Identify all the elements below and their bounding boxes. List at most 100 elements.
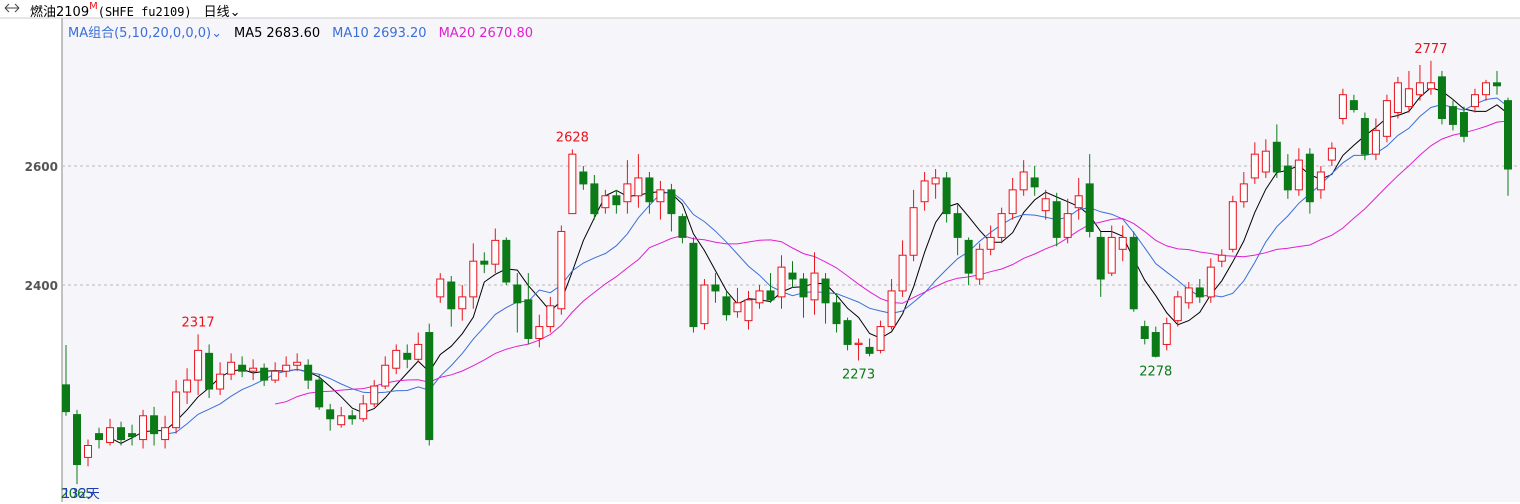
candle-body xyxy=(348,415,357,420)
candle-body xyxy=(1294,159,1303,191)
candle-body xyxy=(260,367,269,381)
candle-body xyxy=(1096,236,1105,280)
candle-body xyxy=(1019,171,1028,191)
candle-body xyxy=(95,433,104,441)
candle-body xyxy=(964,239,973,274)
candle-body xyxy=(788,272,797,280)
candle-body xyxy=(1492,82,1501,87)
candle-body xyxy=(458,296,467,310)
candle-body xyxy=(865,346,874,354)
candle-body xyxy=(73,414,82,466)
candle-body xyxy=(634,177,643,197)
candle-body xyxy=(920,180,929,203)
candle-body xyxy=(370,385,379,405)
candle-body xyxy=(1360,117,1369,155)
candle-body xyxy=(678,216,687,238)
high-label: 2777 xyxy=(1414,42,1447,57)
candle-body xyxy=(1459,112,1468,137)
candle-body xyxy=(546,305,555,328)
candle-body xyxy=(84,445,93,458)
low-label: 2273 xyxy=(842,367,875,382)
candle-body xyxy=(491,239,500,265)
high-label: 2628 xyxy=(556,130,589,145)
high-label: 2317 xyxy=(182,315,215,330)
candle-body xyxy=(403,352,412,360)
candle-body xyxy=(1008,189,1017,215)
candle-body xyxy=(942,177,951,215)
flag: M xyxy=(89,1,98,12)
candle-body xyxy=(1239,183,1248,203)
candle-body xyxy=(1283,165,1292,191)
period-selector[interactable]: 日线⌄ xyxy=(203,5,241,20)
candle-body xyxy=(986,236,995,250)
candle-body xyxy=(216,373,225,390)
candle-body xyxy=(854,342,863,345)
candle-body xyxy=(1206,266,1215,298)
candle-body xyxy=(381,364,390,387)
candle-body xyxy=(1371,129,1380,155)
candle-body xyxy=(1173,296,1182,322)
candle-body xyxy=(810,272,819,301)
candle-body xyxy=(722,296,731,316)
candle-body xyxy=(766,290,775,301)
candle-body xyxy=(733,302,742,313)
candle-body xyxy=(1250,153,1259,179)
candle-body xyxy=(1338,94,1347,119)
candle-body xyxy=(590,183,599,215)
candle-body xyxy=(293,361,302,366)
candle-body xyxy=(161,427,170,441)
header: 燃油2109 M (SHFE fu2109) 日线⌄ xyxy=(30,1,241,20)
candle-body xyxy=(1129,236,1138,310)
candle-body xyxy=(645,177,654,203)
candle-body xyxy=(601,195,610,209)
candle-body xyxy=(304,364,313,381)
candle-body xyxy=(139,415,148,441)
candle-body xyxy=(612,195,621,206)
candle-body xyxy=(876,326,885,351)
candle-body xyxy=(898,254,907,292)
legend: MA组合(5,10,20,0,0,0)⌄ MA5 2683.60 MA10 2693.… xyxy=(68,22,533,41)
link-icon[interactable] xyxy=(4,3,20,13)
candle-body xyxy=(1415,82,1424,96)
candle-body xyxy=(931,177,940,185)
ma-name: MA20 xyxy=(438,26,476,41)
plot-area xyxy=(62,18,1520,502)
candle-body xyxy=(1393,82,1402,114)
low-label: 2278 xyxy=(1139,365,1172,380)
candle-body xyxy=(271,370,280,381)
y-tick-label: 2400 xyxy=(25,279,58,293)
period: 日线 xyxy=(203,5,230,20)
candle-body xyxy=(469,260,478,298)
candle-body xyxy=(711,284,720,292)
candle-body xyxy=(579,171,588,185)
indicator: MA组合(5,10,20,0,0,0) xyxy=(68,26,212,41)
symbol-name: 燃油2109 xyxy=(30,5,90,20)
candle-body xyxy=(1272,141,1281,173)
candle-body xyxy=(62,384,70,413)
candle-body xyxy=(799,278,808,298)
candle-body xyxy=(557,230,566,310)
ma-name: MA10 xyxy=(332,26,369,41)
indicator-selector[interactable]: MA组合(5,10,20,0,0,0)⌄ xyxy=(68,26,222,41)
contract: (SHFE fu2109) xyxy=(97,5,192,19)
candle-body xyxy=(1140,326,1149,339)
candle-body xyxy=(1470,94,1479,108)
candle-body xyxy=(194,349,203,381)
candle-body xyxy=(282,364,291,372)
candle-body xyxy=(1316,171,1325,191)
ma-value: 2670.80 xyxy=(479,26,533,41)
candle-body xyxy=(128,433,137,438)
candle-body xyxy=(821,278,830,304)
candle-body xyxy=(326,409,335,420)
candle-body xyxy=(1184,287,1193,304)
ma-value: 2693.20 xyxy=(372,26,427,41)
candle-body xyxy=(150,415,159,435)
candle-body xyxy=(656,189,665,203)
candle-body xyxy=(337,415,346,426)
candle-body xyxy=(425,332,434,441)
candle-body xyxy=(887,290,896,328)
candle-body xyxy=(183,379,192,393)
candle-body xyxy=(1305,153,1314,203)
candle-body xyxy=(359,403,368,420)
